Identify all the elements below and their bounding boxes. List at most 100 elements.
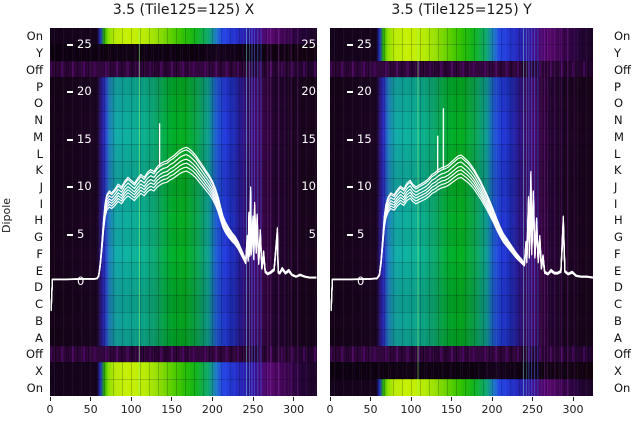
inner-ytick-mark [347, 138, 353, 141]
row-label-i-10: I [614, 196, 618, 211]
row-label-e-14: E [35, 263, 43, 278]
row-label-p-3: P [614, 79, 621, 94]
row-label-f-13: F [614, 246, 621, 261]
row-label-on-21: On [26, 380, 43, 395]
xtick-label: 300 [562, 403, 584, 416]
row-labels-left: On Y Off P O N M L K J I H G F E D C B A Off X On [0, 28, 46, 396]
row-label-o-4: O [33, 96, 43, 111]
xtick-mark [451, 397, 452, 401]
xtick-label: 250 [242, 403, 264, 416]
row-label-f-13: F [36, 246, 43, 261]
xtick-label: 100 [120, 403, 142, 416]
xtick-label: 300 [283, 403, 305, 416]
curve-overlay [50, 123, 317, 312]
row-label-j-9: J [39, 179, 43, 194]
row-label-n-5: N [34, 113, 43, 127]
inner-ytick-mark [347, 186, 353, 188]
row-label-on-0: On [614, 29, 631, 44]
row-label-b-17: B [614, 313, 622, 328]
xtick-mark [491, 397, 493, 401]
inner-ytick-label: 5 [77, 226, 85, 241]
row-label-off-2: Off [614, 62, 631, 77]
inner-ytick-label: 10 [77, 179, 92, 193]
power-curve [50, 149, 317, 311]
row-label-m-6: M [614, 129, 624, 144]
xtick-label: 250 [522, 403, 543, 416]
inner-ytick-label: 15 [357, 131, 372, 146]
row-label-g-12: G [614, 230, 623, 245]
xtick-mark [370, 397, 371, 401]
xtick-mark [171, 397, 173, 401]
row-label-c-16: C [614, 297, 623, 311]
x-axis-y-panel: 0 50 100 150 200 250 300 [327, 396, 593, 430]
row-labels-right: On Y Off P O N M L K J I H G F E D C B A Off X On [611, 28, 640, 396]
row-label-a-18: A [35, 330, 43, 345]
inner-ytick-label: 0 [357, 274, 365, 288]
xtick-label: 50 [83, 403, 98, 416]
row-label-on-0: On [26, 29, 43, 44]
xtick-mark [211, 397, 213, 401]
xtick-mark [130, 397, 132, 401]
row-label-k-8: K [35, 163, 43, 178]
xtick-label: 100 [400, 403, 422, 416]
xtick-label: 150 [441, 403, 462, 416]
inner-ytick-mark [67, 43, 73, 46]
inner-ytick-mark [347, 91, 353, 93]
row-label-x-20: X [35, 363, 43, 378]
inner-ytick-label: 20 [77, 84, 92, 98]
inner-ytick-label-right: 25 [301, 36, 316, 51]
inner-ytick-mark [67, 91, 73, 93]
inner-ytick-label: 15 [77, 131, 92, 146]
inner-ytick-label-right: 5 [308, 226, 316, 241]
inner-ytick-label-right: 20 [301, 84, 316, 98]
row-label-y-1: Y [614, 46, 622, 61]
xtick-mark [532, 397, 533, 401]
row-label-g-12: G [34, 230, 43, 245]
row-label-d-15: D [614, 280, 623, 295]
xtick-label: 200 [201, 403, 223, 416]
xtick-mark [252, 397, 254, 401]
inner-ytick-label-right: 15 [301, 131, 316, 146]
row-label-p-3: P [36, 79, 43, 94]
xtick-mark [410, 397, 412, 401]
power-curve [330, 176, 593, 306]
xtick-label: 150 [161, 403, 183, 416]
inner-ytick-label: 20 [357, 84, 372, 98]
row-label-l-7: L [614, 146, 621, 161]
inner-ytick-label: 25 [77, 36, 92, 51]
xtick-label: 0 [46, 403, 54, 416]
row-label-b-17: B [35, 313, 43, 328]
xtick-mark [49, 397, 51, 401]
inner-ytick-mark [67, 138, 73, 141]
row-label-x-20: X [614, 363, 622, 378]
xtick-label: 0 [326, 403, 334, 416]
row-label-m-6: M [33, 129, 43, 144]
row-label-o-4: O [614, 96, 624, 111]
row-label-y-1: Y [35, 46, 43, 61]
heatmap-panel-y: 25 20 15 10 5 0 [330, 28, 593, 396]
row-label-h-11: H [614, 213, 623, 228]
inner-ytick-mark [347, 233, 353, 236]
row-label-l-7: L [36, 146, 43, 161]
curve-overlay [330, 108, 593, 312]
inner-ytick-label: 25 [357, 36, 372, 51]
x-axis-x-panel: 0 50 100 150 200 250 300 [47, 396, 317, 430]
xtick-mark [293, 397, 295, 401]
row-label-c-16: C [34, 297, 43, 311]
row-label-e-14: E [614, 263, 622, 278]
xtick-mark [329, 397, 331, 401]
row-label-off-19: Off [614, 347, 631, 362]
row-label-d-15: D [34, 280, 43, 295]
inner-ytick-label-right: 10 [301, 179, 316, 193]
row-label-k-8: K [614, 163, 622, 178]
panel-title-x: 3.5 (Tile125=125) X [112, 2, 255, 18]
row-label-n-5: N [614, 113, 623, 127]
inner-ytick-mark [67, 186, 73, 188]
panel-title-y: 3.5 (Tile125=125) Y [391, 2, 532, 18]
inner-ytick-mark [347, 43, 353, 46]
xtick-label: 200 [481, 403, 503, 416]
heatmap-panel-x: 25 25 20 20 15 15 10 10 5 5 0 [50, 28, 317, 396]
row-label-j-9: J [614, 179, 618, 194]
row-label-i-10: I [39, 196, 43, 211]
